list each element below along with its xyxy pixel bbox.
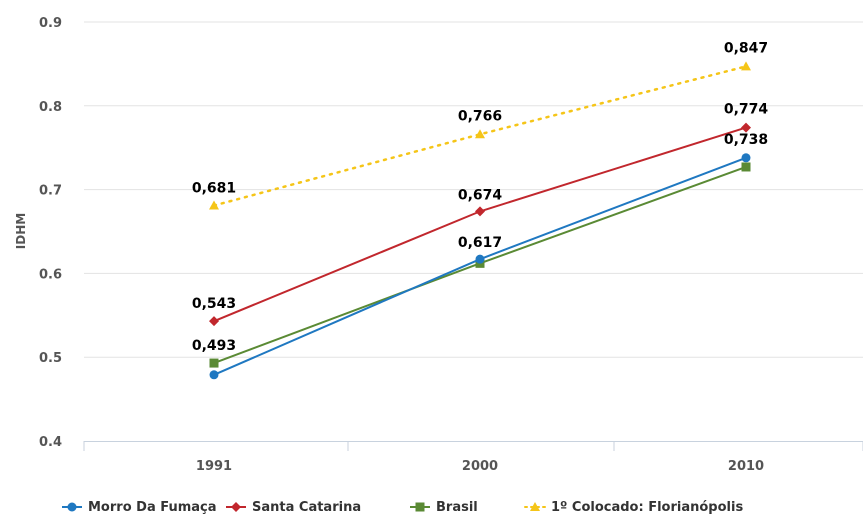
data-label: 0,738 xyxy=(724,132,768,148)
legend-item[interactable]: Santa Catarina xyxy=(226,500,361,515)
data-point[interactable] xyxy=(475,129,485,139)
data-label: 0,493 xyxy=(192,338,236,354)
gridlines xyxy=(84,21,863,358)
legend-label: 1º Colocado: Florianópolis xyxy=(551,500,743,515)
data-point[interactable] xyxy=(209,370,219,380)
legend[interactable]: Morro Da Fumaça Santa Catarina Brasil 1º Co… xyxy=(62,500,743,515)
data-label: 0,543 xyxy=(192,296,236,312)
legend-label: Santa Catarina xyxy=(252,500,361,515)
legend-label: Morro Da Fumaça xyxy=(88,500,217,515)
data-label: 0,681 xyxy=(192,181,236,197)
data-point[interactable] xyxy=(741,153,751,163)
series-line xyxy=(213,126,747,323)
series-1-colocado-florian-polis xyxy=(209,61,751,210)
y-tick-label: 0.4 xyxy=(39,435,62,450)
data-point[interactable] xyxy=(209,316,219,327)
series-line xyxy=(212,65,748,207)
legend-item[interactable]: Brasil xyxy=(410,500,478,515)
x-tick-label: 1991 xyxy=(196,459,232,474)
series xyxy=(209,61,751,380)
y-tick-label: 0.6 xyxy=(39,267,62,282)
data-label: 0,847 xyxy=(724,40,768,56)
data-label: 0,674 xyxy=(458,187,503,203)
y-tick-label: 0.7 xyxy=(39,184,62,199)
legend-label: Brasil xyxy=(436,500,478,515)
axes: 0.4 0.5 0.6 0.7 0.8 0.9 1991 2000 2010 IDHM xyxy=(14,16,863,474)
data-point[interactable] xyxy=(475,206,485,217)
legend-marker[interactable] xyxy=(231,502,241,512)
x-tick-label: 2010 xyxy=(728,459,764,474)
y-tick-label: 0.8 xyxy=(39,100,62,115)
legend-marker[interactable] xyxy=(67,502,77,512)
x-tick-label: 2000 xyxy=(462,459,498,474)
data-point[interactable] xyxy=(475,254,485,264)
data-point[interactable] xyxy=(741,162,751,172)
data-label: 0,617 xyxy=(458,235,502,251)
y-tick-label: 0.9 xyxy=(39,16,62,31)
data-point[interactable] xyxy=(209,358,219,368)
legend-marker[interactable] xyxy=(415,502,425,512)
legend-item[interactable]: Morro Da Fumaça xyxy=(62,500,217,515)
series-morro-da-fuma-a xyxy=(209,153,751,380)
data-point[interactable] xyxy=(741,61,751,71)
y-tick-label: 0.5 xyxy=(39,351,62,366)
legend-marker[interactable] xyxy=(530,502,540,511)
data-point[interactable] xyxy=(209,200,219,210)
data-label: 0,766 xyxy=(458,108,502,124)
data-labels: 0,493 0,617 0,738 0,543 0,674 0,774 0,681 0,766… xyxy=(192,40,769,354)
data-point[interactable] xyxy=(741,122,751,133)
legend-item[interactable]: 1º Colocado: Florianópolis xyxy=(524,500,743,515)
series-santa-catarina xyxy=(209,122,751,327)
y-axis-title: IDHM xyxy=(14,213,28,249)
data-label: 0,774 xyxy=(724,102,769,118)
